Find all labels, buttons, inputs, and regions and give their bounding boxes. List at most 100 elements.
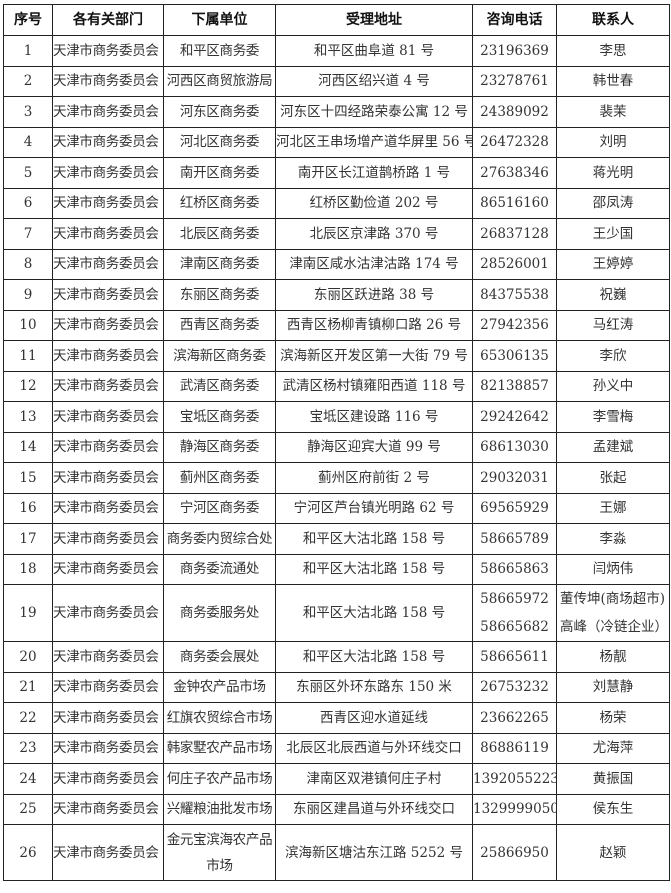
- phone: 29242642: [472, 401, 557, 433]
- contact-line: 尤海萍: [592, 740, 634, 757]
- contact-line: 董传坤(商场超市): [560, 591, 666, 607]
- phone: 84375538: [472, 279, 557, 311]
- contact-line: 马红涛: [592, 317, 634, 334]
- table-row: 22 天津市商务委员会 红旗农贸综合市场 西青区迎水道延线 23662265 杨荣: [3, 702, 670, 734]
- unit: 宁河区商务委: [163, 492, 276, 524]
- contact-line: 王娜: [599, 500, 627, 517]
- contact: 杨靓: [556, 641, 670, 673]
- unit: 金元宝滨海农产品市场: [163, 824, 276, 881]
- table-row: 1 天津市商务委员会 和平区商务委 和平区曲阜道 81 号 23196369 李思: [3, 35, 670, 67]
- address: 红桥区勤俭道 202 号: [275, 187, 473, 219]
- phone: 82138857: [472, 370, 557, 402]
- serial-no: 26: [3, 824, 53, 881]
- contact: 王少国: [556, 218, 670, 250]
- table-row: 15 天津市商务委员会 蓟州区商务委 蓟州区府前街 2 号 29032031 张起: [3, 462, 670, 494]
- header-contact: 联系人: [556, 4, 670, 36]
- department: 天津市商务委员会: [52, 218, 164, 250]
- table-row: 18 天津市商务委员会 商务委流通处 和平区大沽北路 158 号 58665863 闫炳伟: [3, 553, 670, 585]
- phone-line: 58665682: [480, 619, 549, 635]
- contact: 侯东生: [556, 793, 670, 825]
- contact: 赵颖: [556, 824, 670, 881]
- table-row: 5 天津市商务委员会 南开区商务委 南开区长江道鹊桥路 1 号 27638346 蒋光明: [3, 157, 670, 189]
- phone: 26837128: [472, 218, 557, 250]
- table-row: 9 天津市商务委员会 东丽区商务委 东丽区跃进路 38 号 84375538 祝巍: [3, 279, 670, 311]
- address: 西青区杨柳青镇柳口路 26 号: [275, 309, 473, 341]
- phone-line: 58665611: [480, 648, 549, 665]
- serial-no: 15: [3, 462, 53, 494]
- phone-line: 27638346: [480, 164, 549, 181]
- department: 天津市商务委员会: [52, 340, 164, 372]
- unit: 河西区商贸旅游局: [163, 65, 276, 97]
- phone-line: 23278761: [480, 73, 549, 90]
- phone-line: 86516160: [480, 195, 549, 212]
- address: 静海区迎宾大道 99 号: [275, 431, 473, 463]
- department: 天津市商务委员会: [52, 824, 164, 881]
- address: 北辰区京津路 370 号: [275, 218, 473, 250]
- serial-no: 3: [3, 96, 53, 128]
- address: 滨海新区塘沽东江路 5252 号: [275, 824, 473, 881]
- contact-line: 高峰（冷链企业）: [560, 619, 668, 635]
- contact: 李淼: [556, 523, 670, 555]
- address: 宁河区芦台镇光明路 62 号: [275, 492, 473, 524]
- contact-line: 孟建斌: [592, 439, 634, 456]
- serial-no: 18: [3, 553, 53, 585]
- unit: 北辰区商务委: [163, 218, 276, 250]
- contact-line: 韩世春: [592, 73, 634, 90]
- address: 西青区迎水道延线: [275, 702, 473, 734]
- phone-line: 29242642: [480, 408, 549, 425]
- address: 东丽区外环东路东 150 米: [275, 671, 473, 703]
- phone: 58665863: [472, 553, 557, 585]
- unit: 韩家墅农产品市场: [163, 732, 276, 764]
- serial-no: 8: [3, 248, 53, 280]
- header-phone: 咨询电话: [472, 4, 557, 36]
- address: 津南区咸水沽津沽路 174 号: [275, 248, 473, 280]
- contact-line: 赵颖: [599, 844, 627, 861]
- department: 天津市商务委员会: [52, 65, 164, 97]
- phone-line: 26753232: [480, 679, 549, 696]
- phone: 26753232: [472, 671, 557, 703]
- serial-no: 19: [3, 584, 53, 642]
- phone: 13920552233: [472, 763, 557, 795]
- contact-line: 祝巍: [599, 286, 627, 303]
- contact-line: 杨荣: [599, 709, 627, 726]
- contact: 祝巍: [556, 279, 670, 311]
- table-row: 19 天津市商务委员会 商务委服务处 和平区大沽北路 158 号 58665972 586…: [3, 584, 670, 642]
- contact-line: 孙义中: [592, 378, 634, 395]
- contact: 裴茉: [556, 96, 670, 128]
- table-row: 13 天津市商务委员会 宝坻区商务委 宝坻区建设路 116 号 29242642 李雪梅: [3, 401, 670, 433]
- unit: 何庄子农产品市场: [163, 763, 276, 795]
- phone: 58665611: [472, 641, 557, 673]
- phone-line: 68613030: [480, 439, 549, 456]
- department: 天津市商务委员会: [52, 462, 164, 494]
- table-row: 21 天津市商务委员会 金钟农产品市场 东丽区外环东路东 150 米 26753232 刘…: [3, 671, 670, 703]
- serial-no: 22: [3, 702, 53, 734]
- table-row: 26 天津市商务委员会 金元宝滨海农产品市场 滨海新区塘沽东江路 5252 号 2586…: [3, 824, 670, 881]
- department: 天津市商务委员会: [52, 641, 164, 673]
- contact-line: 刘明: [599, 134, 627, 151]
- unit: 滨海新区商务委: [163, 340, 276, 372]
- phone: 29032031: [472, 462, 557, 494]
- department: 天津市商务委员会: [52, 187, 164, 219]
- table-row: 11 天津市商务委员会 滨海新区商务委 滨海新区开发区第一大街 79 号 6530613…: [3, 340, 670, 372]
- serial-no: 4: [3, 126, 53, 158]
- phone-line: 26472328: [480, 134, 549, 151]
- phone-line: 25866950: [480, 844, 549, 861]
- table-row: 3 天津市商务委员会 河东区商务委 河东区十四经路荣泰公寓 12 号 24389092 裴…: [3, 96, 670, 128]
- serial-no: 16: [3, 492, 53, 524]
- contact-line: 李淼: [599, 530, 627, 547]
- department: 天津市商务委员会: [52, 763, 164, 795]
- department: 天津市商务委员会: [52, 401, 164, 433]
- phone-line: 28526001: [480, 256, 549, 273]
- table-row: 25天津市商务委员会兴耀粮油批发市场东丽区建昌道与外环线交口1329999050…: [3, 793, 670, 825]
- phone: 58665789: [472, 523, 557, 555]
- contact: 蒋光明: [556, 157, 670, 189]
- phone: 23278761: [472, 65, 557, 97]
- address: 东丽区建昌道与外环线交口: [275, 793, 473, 825]
- phone-line: 82138857: [480, 378, 549, 395]
- contact: 王娜: [556, 492, 670, 524]
- address: 宝坻区建设路 116 号: [275, 401, 473, 433]
- unit: 商务委服务处: [163, 584, 276, 642]
- unit: 红旗农贸综合市场: [163, 702, 276, 734]
- phone: 23662265: [472, 702, 557, 734]
- unit: 商务委流通处: [163, 553, 276, 585]
